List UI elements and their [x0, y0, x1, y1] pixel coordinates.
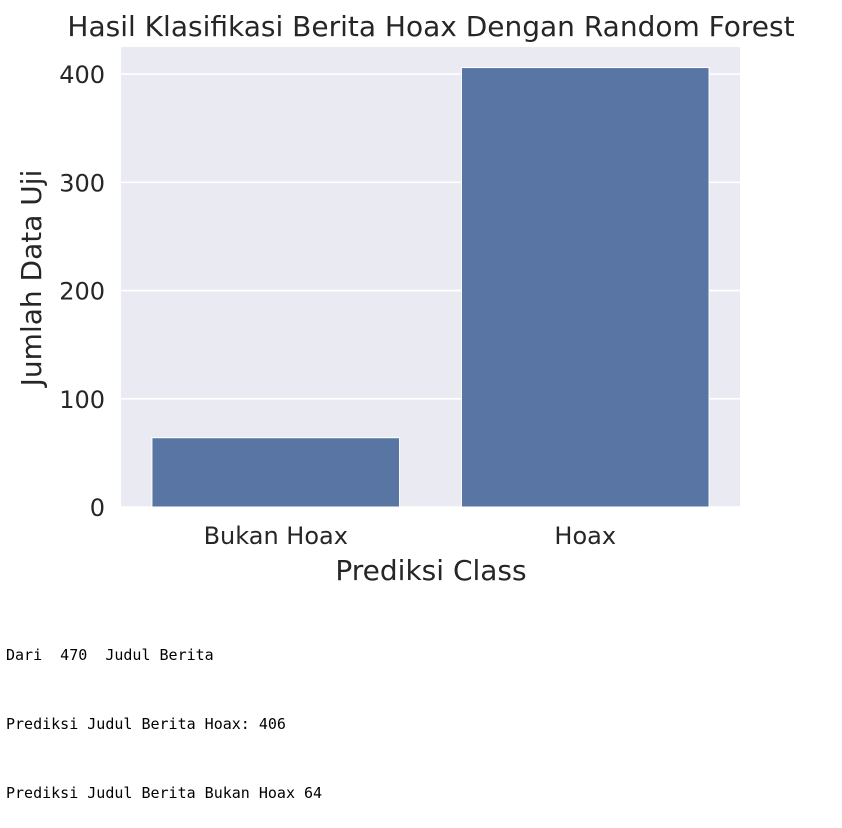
chart-title: Hasil Klasifikasi Berita Hoax Dengan Ran…	[67, 10, 794, 43]
y-tick-label: 300	[59, 169, 105, 197]
x-tick-labels: Bukan Hoax Hoax	[204, 522, 616, 550]
y-tick-label: 0	[90, 494, 105, 522]
x-axis-label: Prediksi Class	[335, 554, 526, 587]
console-output: Dari 470 Judul Berita Prediksi Judul Ber…	[6, 598, 322, 828]
y-tick-label: 400	[59, 61, 105, 89]
x-tick-label: Bukan Hoax	[204, 522, 348, 550]
x-tick-label: Hoax	[554, 522, 616, 550]
bar-hoax	[460, 67, 710, 508]
y-tick-label: 100	[59, 386, 105, 414]
bar-bukan-hoax	[151, 437, 401, 508]
y-tick-labels: 0 100 200 300 400	[59, 61, 105, 522]
bars	[151, 67, 710, 508]
y-tick-label: 200	[59, 278, 105, 306]
output-line-hoax: Prediksi Judul Berita Hoax: 406	[6, 715, 286, 733]
output-line-bukan-hoax: Prediksi Judul Berita Bukan Hoax 64	[6, 784, 323, 802]
output-line-total: Dari 470 Judul Berita	[6, 646, 214, 664]
y-axis-label: Jumlah Data Uji	[15, 170, 48, 389]
bar-chart: 0 100 200 300 400 Bukan Hoax Hoax Hasil Klasi…	[15, 10, 795, 587]
